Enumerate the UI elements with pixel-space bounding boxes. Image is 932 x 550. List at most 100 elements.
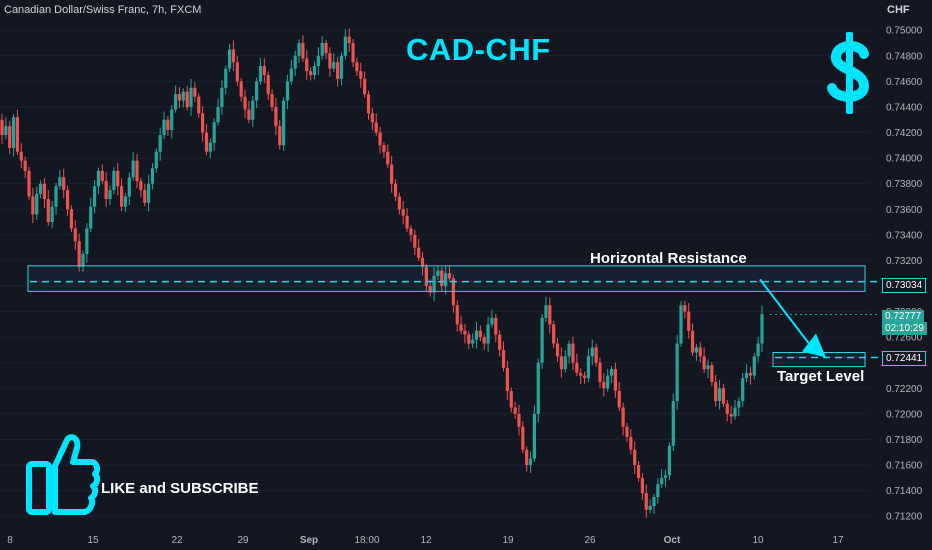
- candle-body: [586, 356, 590, 379]
- candle-body: [459, 324, 463, 331]
- candle-body: [158, 135, 162, 152]
- target-label: Target Level: [777, 368, 865, 385]
- candle-body: [725, 403, 729, 414]
- candle-body: [606, 375, 610, 389]
- candle-body: [710, 365, 714, 382]
- x-tick-label: 22: [171, 535, 183, 546]
- target-arrow: [759, 278, 826, 358]
- candle-body: [440, 270, 444, 287]
- candle-body: [305, 58, 309, 72]
- candle-body: [119, 186, 124, 207]
- candle-body: [46, 199, 50, 223]
- y-tick-label: 0.72000: [886, 409, 923, 420]
- candle-body: [467, 334, 471, 344]
- candle-body: [436, 270, 440, 276]
- y-tick-label: 0.74800: [886, 51, 923, 62]
- candle-body: [563, 356, 567, 370]
- candle-body: [548, 305, 552, 325]
- candle-body: [69, 209, 74, 229]
- candle-body: [521, 426, 525, 450]
- candle-body: [282, 100, 286, 146]
- candle-body: [239, 81, 243, 97]
- candle-body: [694, 347, 699, 353]
- candle-body: [177, 94, 182, 101]
- candle-body: [293, 55, 297, 69]
- candle-body: [613, 369, 618, 391]
- candle-body: [706, 365, 710, 370]
- candle-body: [31, 196, 35, 215]
- candle-body: [417, 247, 421, 258]
- candle-body: [409, 228, 413, 235]
- candle-body: [471, 339, 475, 344]
- candle-body: [579, 372, 583, 376]
- candle-body: [648, 505, 652, 510]
- candle-body: [123, 196, 128, 207]
- current-price-tag: 0.72777: [882, 310, 925, 323]
- candle-body: [174, 94, 178, 110]
- candle-body: [301, 43, 305, 59]
- candle-body: [150, 168, 155, 184]
- candle-body: [54, 186, 58, 207]
- y-tick-label: 0.73400: [886, 230, 923, 241]
- candle-body: [139, 181, 143, 191]
- candle-body: [621, 407, 625, 427]
- symbol-info: Canadian Dollar/Swiss Franc, 7h, FXCM: [4, 4, 202, 16]
- icons: [26, 32, 870, 515]
- like-subscribe-label[interactable]: LIKE and SUBSCRIBE: [101, 480, 259, 497]
- x-tick-label: 10: [752, 535, 764, 546]
- candle-body: [85, 228, 89, 255]
- candle-body: [336, 62, 340, 79]
- candle-body: [297, 43, 301, 56]
- y-tick-label: 0.71800: [886, 435, 923, 446]
- candle-body: [243, 96, 247, 110]
- candle-body: [509, 390, 513, 408]
- candle-body: [567, 343, 571, 357]
- candle-body: [505, 367, 509, 391]
- candle-body: [197, 96, 201, 114]
- candle-body: [359, 71, 363, 79]
- countdown-tag: 02:10:29: [882, 322, 927, 335]
- candle-body: [714, 381, 718, 402]
- candle-body: [370, 113, 374, 123]
- y-tick-label: 0.71200: [886, 512, 923, 523]
- arrow-shaft: [759, 278, 813, 349]
- candle-body: [266, 74, 270, 95]
- candle-body: [73, 228, 77, 242]
- y-tick-label: 0.71400: [886, 486, 923, 497]
- x-tick-label: 26: [584, 535, 596, 546]
- candle-body: [463, 330, 467, 335]
- candle-body: [386, 151, 390, 165]
- candle-body: [667, 445, 672, 476]
- candle-body: [38, 183, 43, 194]
- candle-body: [663, 475, 668, 478]
- candle-body: [532, 413, 536, 459]
- candle-body: [11, 117, 16, 148]
- candle-body: [104, 181, 108, 200]
- candle-body: [23, 160, 27, 171]
- candle-body: [208, 142, 212, 152]
- candle-body: [58, 177, 62, 187]
- candle-body: [405, 215, 409, 229]
- candle-body: [671, 401, 675, 446]
- candle-body: [312, 66, 317, 75]
- candle-body: [108, 190, 112, 200]
- candle-body: [390, 164, 394, 184]
- y-tick-label: 0.74200: [886, 128, 923, 139]
- candle-body: [193, 87, 197, 97]
- candle-body: [278, 126, 282, 146]
- candle-body: [212, 122, 216, 143]
- candle-body: [146, 183, 151, 203]
- zones: [27, 265, 880, 368]
- x-tick-label: Oct: [664, 535, 681, 546]
- candle-body: [162, 119, 166, 136]
- candle-body: [525, 449, 529, 466]
- candle-body: [640, 477, 645, 494]
- x-tick-label: 29: [237, 535, 249, 546]
- candle-body: [366, 94, 371, 114]
- candle-body: [494, 317, 498, 335]
- candle-body: [309, 71, 313, 75]
- candle-body: [131, 160, 135, 178]
- candle-body: [220, 87, 224, 107]
- candle-body: [602, 381, 606, 389]
